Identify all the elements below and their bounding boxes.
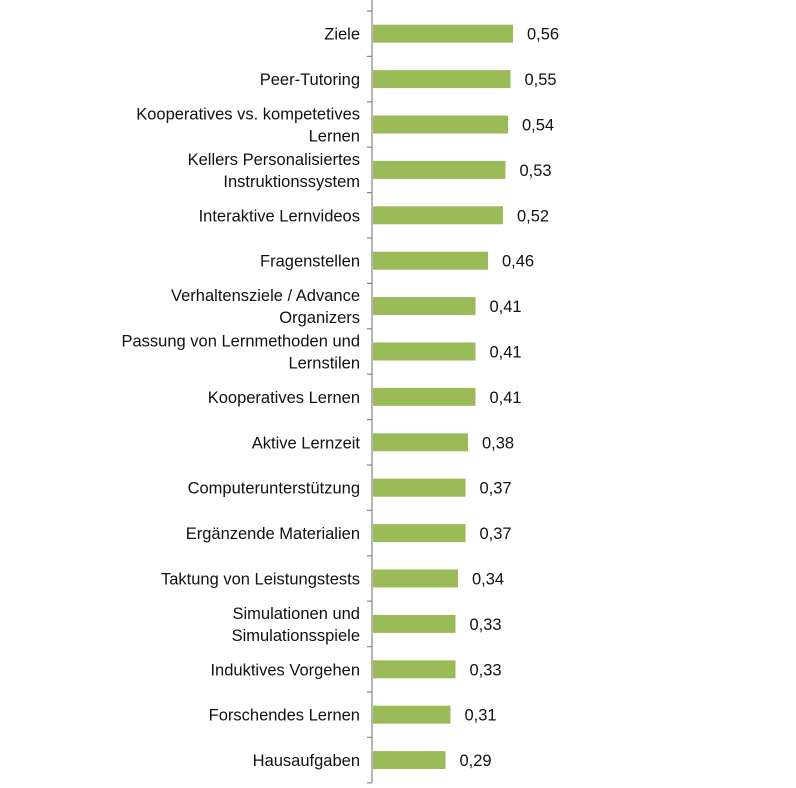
data-label: 0,54 (522, 117, 554, 135)
data-label: 0,37 (480, 525, 512, 543)
category-label: Aktive Lernzeit (252, 434, 361, 452)
bar (373, 614, 456, 633)
bar (373, 387, 476, 406)
data-label: 0,53 (520, 162, 552, 180)
category-label: Induktives Vorgehen (210, 661, 360, 679)
category-label: Computerunterstützung (188, 480, 360, 498)
data-label: 0,37 (480, 480, 512, 498)
data-label: 0,29 (460, 752, 492, 770)
bar (373, 342, 476, 361)
data-label: 0,41 (490, 298, 522, 316)
category-label: Interaktive Lernvideos (199, 207, 360, 225)
data-label: 0,56 (527, 26, 559, 44)
category-label: Simulationen und (232, 605, 360, 623)
data-label: 0,55 (525, 71, 557, 89)
category-label: Fragenstellen (260, 253, 360, 271)
bar (373, 433, 468, 452)
category-label: Forschendes Lernen (209, 707, 360, 725)
category-label: Kooperatives Lernen (208, 389, 360, 407)
bar (373, 24, 513, 43)
bar (373, 478, 466, 497)
bar (373, 524, 466, 543)
category-label: Simulationsspiele (232, 627, 360, 645)
category-label: Ergänzende Materialien (186, 525, 360, 543)
data-label: 0,41 (490, 389, 522, 407)
bar (373, 569, 458, 588)
category-label: Verhaltensziele / Advance (171, 287, 360, 305)
bar (373, 70, 511, 89)
category-label: Passung von Lernmethoden und (121, 333, 360, 351)
category-label: Ziele (324, 26, 360, 44)
category-label: Lernstilen (288, 355, 360, 373)
data-label: 0,38 (482, 434, 514, 452)
bar (373, 115, 508, 134)
category-label: Taktung von Leistungstests (161, 571, 360, 589)
data-label: 0,46 (502, 253, 534, 271)
category-label: Organizers (279, 309, 360, 327)
data-label: 0,52 (517, 207, 549, 225)
category-label: Peer-Tutoring (260, 71, 360, 89)
data-label: 0,34 (472, 571, 504, 589)
bar (373, 251, 488, 270)
bar (373, 751, 446, 770)
category-label: Hausaufgaben (253, 752, 360, 770)
bar (373, 705, 451, 724)
bar (373, 297, 476, 316)
data-label: 0,31 (465, 707, 497, 725)
bar (373, 206, 503, 225)
category-label: Kooperatives vs. kompetetives (136, 106, 360, 124)
bar (373, 660, 456, 679)
data-label: 0,33 (470, 616, 502, 634)
bar (373, 160, 506, 179)
data-label: 0,41 (490, 344, 522, 362)
category-label: Kellers Personalisiertes (188, 151, 360, 169)
data-label: 0,33 (470, 661, 502, 679)
category-label: Lernen (309, 128, 360, 146)
category-label: Instruktionssystem (223, 173, 360, 191)
